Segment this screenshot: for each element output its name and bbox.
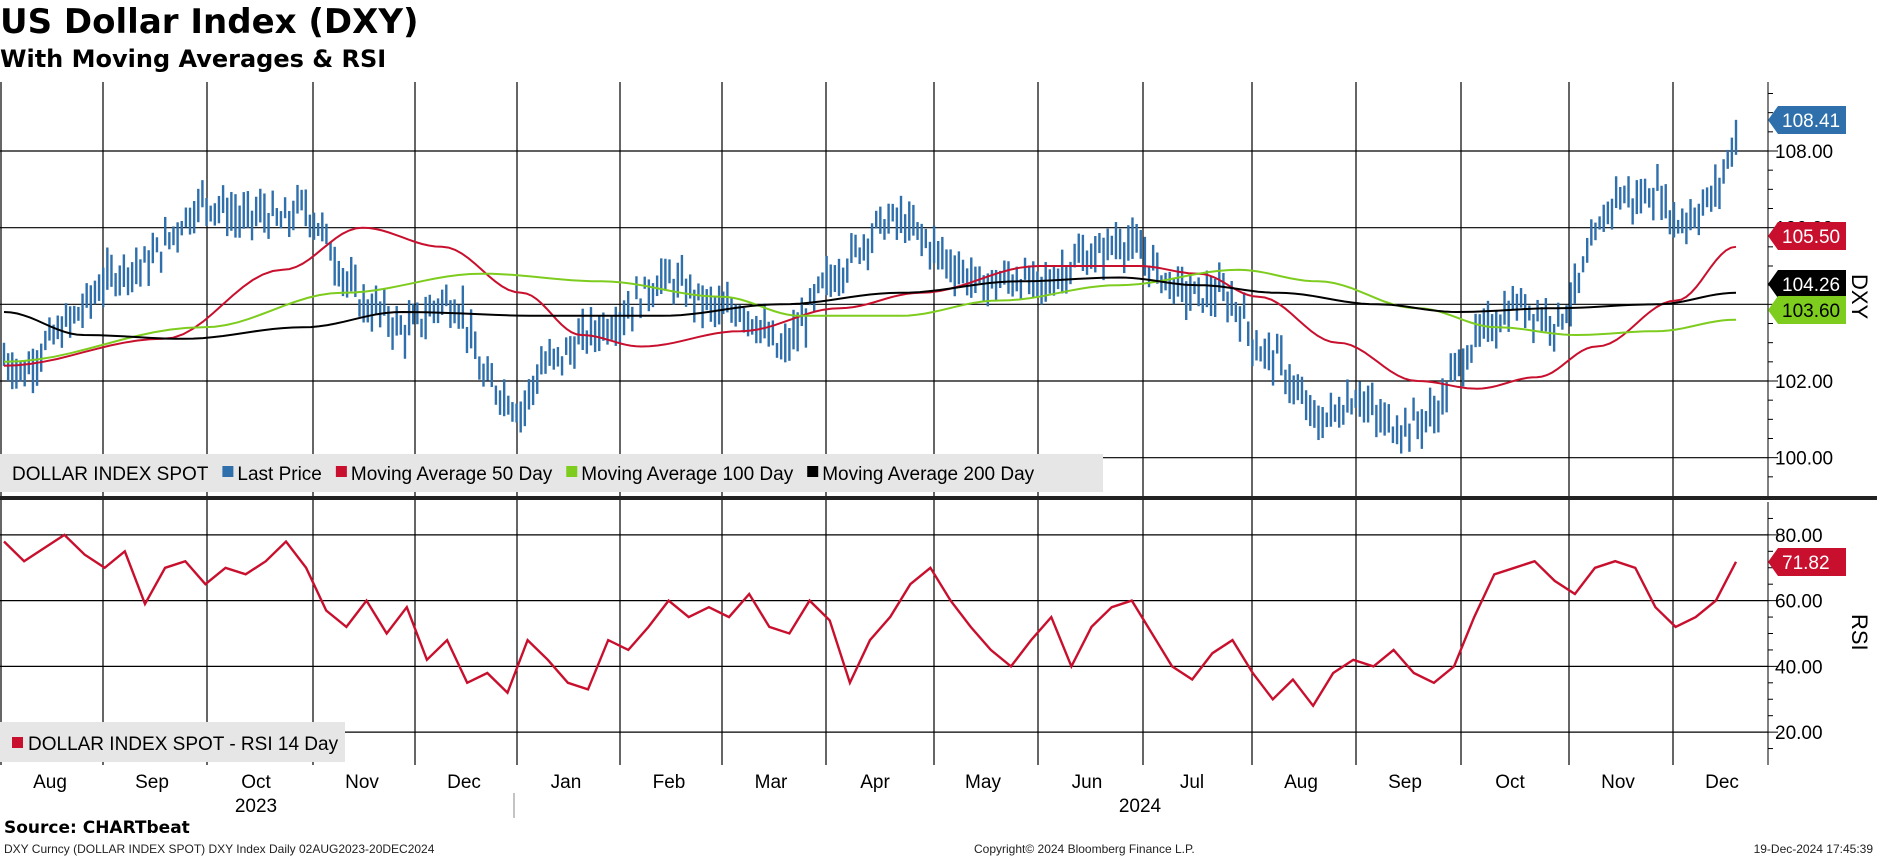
legends: DOLLAR INDEX SPOT Last Price Moving Averag… (0, 454, 1103, 762)
panel-separator (0, 496, 1877, 500)
price-legend-box (0, 454, 1103, 492)
last-price-flag-label: 108.41 (1782, 111, 1840, 132)
month-label: Jul (1180, 772, 1204, 793)
price-tick-label: 100.00 (1775, 449, 1833, 470)
legend-item: DOLLAR INDEX SPOT (12, 464, 209, 485)
price-tick-label: 108.00 (1775, 142, 1833, 163)
rsi-tick-label: 60.00 (1775, 592, 1823, 613)
ma200-flag-bg (1768, 270, 1846, 298)
rsi-tick-label: 40.00 (1775, 657, 1823, 678)
footer-left: DXY Curncy (DOLLAR INDEX SPOT) DXY Index… (4, 842, 435, 856)
month-label: Nov (1601, 772, 1635, 793)
legend-swatch (12, 737, 23, 748)
month-label: Sep (1388, 772, 1422, 793)
legend-item: Last Price (237, 464, 321, 485)
rsi-flag-bg (1768, 548, 1846, 576)
ma200-line (3, 276, 1737, 340)
rsi-tick-label: 20.00 (1775, 723, 1823, 744)
legend-item: Moving Average 100 Day (581, 464, 793, 485)
ma50-flag-label: 105.50 (1782, 227, 1840, 248)
month-label: Jan (551, 772, 582, 793)
chart-subtitle: With Moving Averages & RSI (0, 45, 387, 73)
rsi-axis-label: RSI (1847, 614, 1872, 651)
ma50-flag-bg (1768, 222, 1846, 250)
legend-swatch (566, 466, 578, 477)
legend-swatch (335, 466, 347, 477)
gridlines (0, 82, 1768, 765)
rsi-legend-item: DOLLAR INDEX SPOT - RSI 14 Day (28, 734, 339, 755)
rsi-tick-label: 80.00 (1775, 526, 1823, 547)
source-note: Source: CHARTbeat (4, 818, 190, 838)
price-panel (2, 119, 1738, 454)
month-label: Dec (447, 772, 481, 793)
legend-swatch (222, 466, 234, 477)
month-label: Aug (1284, 772, 1318, 793)
legend-item: Moving Average 200 Day (822, 464, 1034, 485)
month-label: Mar (755, 772, 788, 793)
chart-title: US Dollar Index (DXY) (0, 2, 419, 42)
axes: 100.00102.00104.00106.00108.0020.0040.00… (0, 82, 1877, 818)
rsi-panel (3, 533, 1738, 708)
ma50-line (3, 226, 1737, 390)
month-label: Jun (1072, 772, 1103, 793)
month-label: Apr (860, 772, 890, 793)
ma200-flag-label: 104.26 (1782, 275, 1840, 296)
year-label: 2024 (1119, 796, 1162, 817)
rsi-flag-label: 71.82 (1782, 553, 1830, 574)
month-label: Sep (135, 772, 169, 793)
month-label: Oct (241, 772, 271, 793)
ma100-flag-label: 103.60 (1782, 301, 1840, 322)
rsi-line (3, 533, 1738, 708)
price-tick-label: 102.00 (1775, 372, 1833, 393)
footer-copyright: Copyright© 2024 Bloomberg Finance L.P. (974, 842, 1195, 856)
ma100-flag-bg (1768, 296, 1846, 324)
month-label: Oct (1495, 772, 1525, 793)
rsi-legend-box (0, 722, 345, 762)
month-label: Nov (345, 772, 379, 793)
month-label: Feb (653, 772, 686, 793)
footer-timestamp: 19-Dec-2024 17:45:39 (1753, 842, 1873, 856)
last-price-flag-bg (1768, 106, 1846, 134)
month-label: Aug (33, 772, 67, 793)
year-label: 2023 (235, 796, 277, 817)
month-label: May (965, 772, 1001, 793)
ma100-line (3, 268, 1737, 363)
legend-item: Moving Average 50 Day (351, 464, 553, 485)
price-axis-label: DXY (1847, 274, 1872, 320)
legend-swatch (807, 466, 819, 477)
month-label: Dec (1705, 772, 1739, 793)
